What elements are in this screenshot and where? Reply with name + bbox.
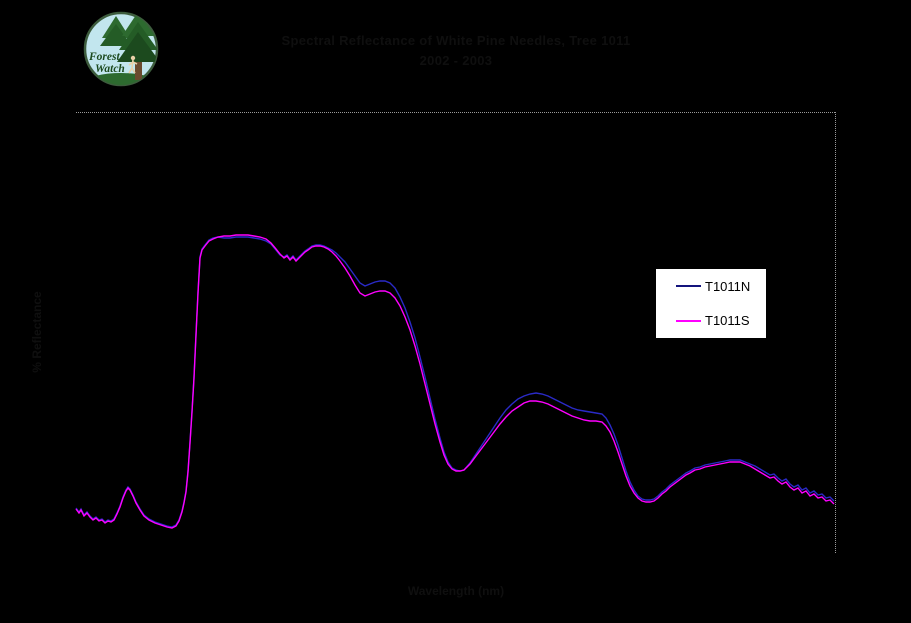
legend-entry-t1011s: T1011S	[676, 313, 766, 328]
series-line-swatch-navy	[676, 285, 701, 288]
legend-label: T1011S	[705, 313, 750, 329]
legend-label: T1011N	[705, 278, 751, 294]
logo-text-forest: Forest	[88, 51, 120, 63]
x-axis-label: Wavelength (nm)	[407, 584, 505, 598]
legend-entry-t1011n: T1011N	[676, 279, 766, 294]
forest-watch-logo: Forest Watch	[83, 11, 159, 87]
tree-trunk	[135, 46, 142, 80]
logo-text-watch: Watch	[95, 63, 125, 75]
climber-figure	[130, 55, 136, 61]
chart-title-line1: Spectral Reflectance of White Pine Needl…	[281, 33, 631, 48]
legend-box: T1011N T1011S	[655, 268, 767, 339]
y-axis-label: % Reflectance	[30, 291, 44, 373]
plot-border-top	[76, 112, 835, 113]
chart-title-line2: 2002 - 2003	[419, 53, 493, 68]
series-line-swatch-magenta	[676, 319, 701, 322]
plot-border-right	[835, 112, 836, 553]
